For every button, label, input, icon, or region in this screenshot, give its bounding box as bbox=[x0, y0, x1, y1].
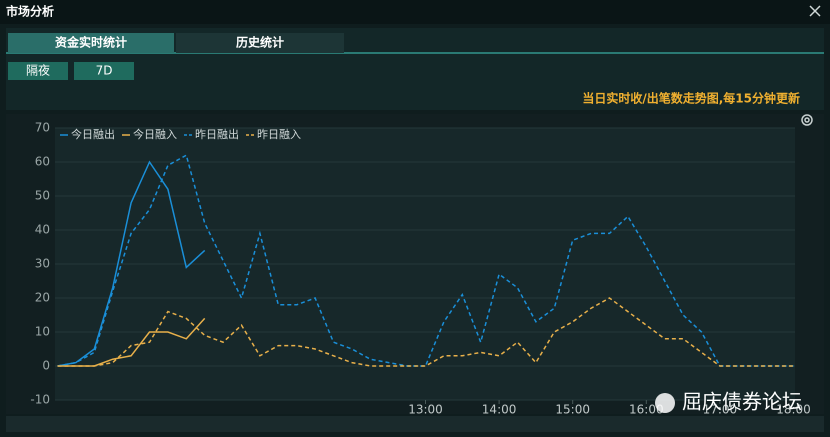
tab-active[interactable] bbox=[8, 33, 174, 53]
close-icon bbox=[809, 5, 821, 17]
note: 当日实时收/出笔数走势图,每15分钟更新 bbox=[582, 91, 800, 106]
series-line bbox=[57, 154, 794, 367]
button-label: 7D bbox=[96, 64, 113, 78]
watermark-group: 屈庆债券论坛 bbox=[655, 390, 802, 414]
settings-icon[interactable] bbox=[801, 114, 813, 126]
close-button[interactable] bbox=[809, 5, 821, 17]
y-tick-label: 70 bbox=[35, 121, 50, 135]
footer-bar bbox=[6, 416, 824, 432]
tab-label: 资金实时统计 bbox=[55, 35, 127, 50]
y-tick-label: 20 bbox=[35, 291, 50, 305]
x-tick-label: 13:00 bbox=[408, 403, 443, 417]
gear-center bbox=[804, 117, 810, 123]
x-tick-label: 18:00 bbox=[776, 403, 811, 417]
y-tick-label: 30 bbox=[35, 257, 50, 271]
y-tick-label: -10 bbox=[30, 393, 50, 407]
button[interactable] bbox=[8, 62, 68, 80]
legend-label: 今日融入 bbox=[133, 127, 177, 141]
x-tick-label: 14:00 bbox=[482, 403, 517, 417]
button[interactable] bbox=[74, 62, 134, 80]
watermark: 屈庆债券论坛 bbox=[682, 390, 802, 414]
title-bar bbox=[0, 0, 830, 24]
y-tick-label: 60 bbox=[35, 155, 50, 169]
x-tick-label: 16:00 bbox=[629, 403, 664, 417]
legend-label: 昨日融出 bbox=[195, 127, 239, 141]
plot: -10 0 10 20 30 40 50 60 70 13:00 14:00 15:00 16:00 17… bbox=[30, 121, 810, 417]
button-label: 隔夜 bbox=[26, 63, 50, 78]
legend-label: 今日融出 bbox=[71, 127, 115, 141]
series-line bbox=[57, 297, 794, 367]
series-line bbox=[57, 160, 206, 367]
tab[interactable] bbox=[176, 33, 344, 53]
y-tick-label: 10 bbox=[35, 325, 50, 339]
legend-label: 昨日融入 bbox=[257, 128, 301, 141]
y-tick-label: 40 bbox=[35, 223, 50, 237]
tab-label: 历史统计 bbox=[236, 35, 284, 50]
watermark-icon bbox=[655, 393, 675, 413]
x-tick-label: 15:00 bbox=[555, 403, 590, 417]
window-title: 市场分析 bbox=[6, 4, 54, 19]
gear bbox=[801, 114, 813, 126]
x-tick-label: 17:00 bbox=[703, 403, 738, 417]
y-tick-label: 50 bbox=[35, 189, 50, 203]
y-tick-label: 0 bbox=[42, 359, 50, 373]
